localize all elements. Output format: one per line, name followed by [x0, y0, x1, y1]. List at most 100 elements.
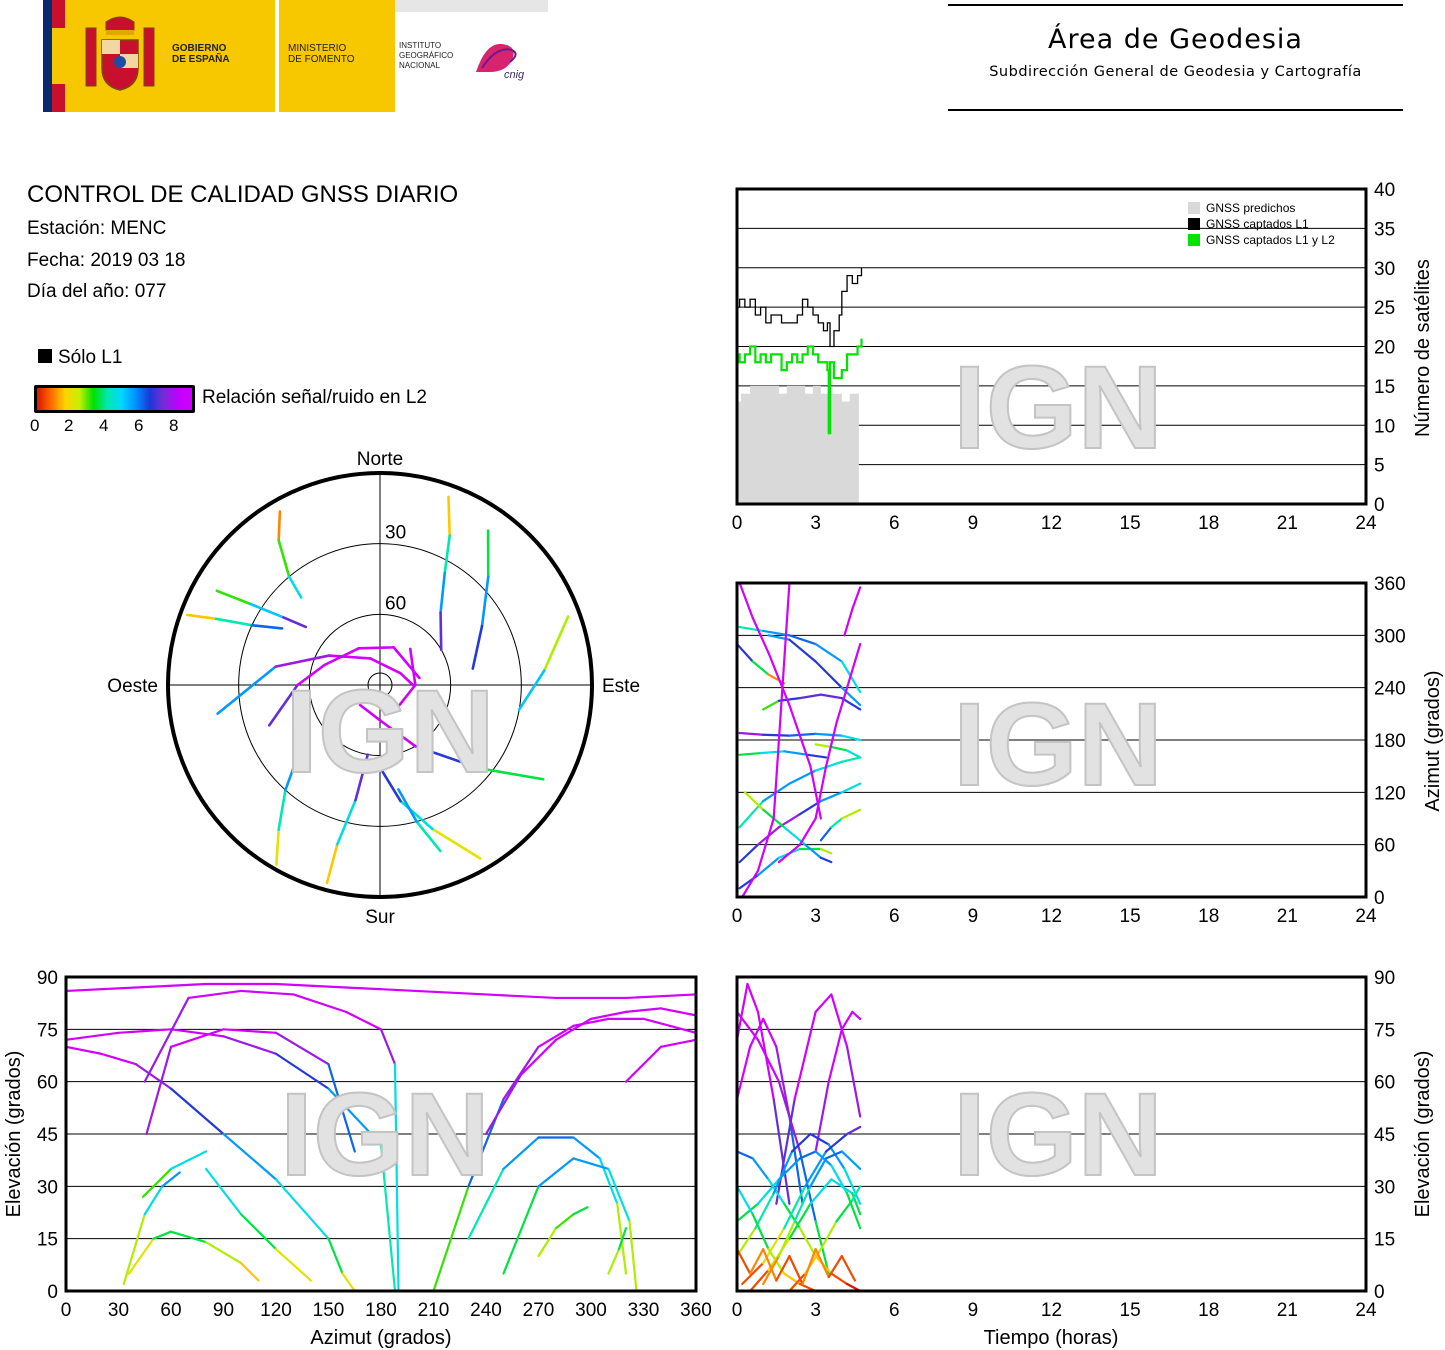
- elevation-track-seg: [122, 1213, 146, 1286]
- elevation-track-seg: [344, 1010, 383, 1031]
- elevation-time-track-seg: [741, 1261, 765, 1286]
- azimuth-time-chart: 0 60 120 180 240 300 360 0 3 6 9 12 15 18 21 24 Azimut (…: [732, 574, 1444, 927]
- elevation-time-track-seg: [801, 1248, 817, 1286]
- sky-track-seg: [369, 657, 402, 675]
- sky-track-seg: [284, 751, 301, 792]
- elevation-track-seg: [64, 1045, 103, 1055]
- elevation-track-seg: [554, 1213, 575, 1230]
- azimuth-track-seg: [819, 693, 843, 700]
- y-tick-label: 45: [37, 1125, 58, 1146]
- sky-track-seg: [268, 683, 299, 727]
- azimuth-track-seg: [798, 693, 822, 700]
- ring-label-60: 60: [385, 593, 406, 614]
- elevation-track-seg: [572, 1136, 601, 1160]
- elevation-track-seg: [537, 1227, 558, 1258]
- azimuth-track-seg: [814, 732, 843, 737]
- x-tick-label: 360: [680, 1300, 712, 1321]
- elevation-track-seg: [143, 1185, 164, 1216]
- elevation-track-seg: [642, 1017, 698, 1034]
- elevation-time-track-seg: [746, 982, 760, 1013]
- legend-entry: GNSS predichos: [1206, 201, 1295, 215]
- elevation-time-track-seg: [845, 1045, 862, 1118]
- elevation-track-seg: [628, 1220, 638, 1293]
- azimuth-track-seg: [756, 817, 775, 872]
- elevation-time-track-seg: [767, 1178, 786, 1205]
- elevation-time-track-seg: [814, 1248, 830, 1279]
- azimuth-track-seg: [840, 782, 862, 794]
- elevation-track-seg: [169, 1150, 208, 1170]
- sky-track-seg: [250, 623, 284, 630]
- l1l2-count-line: [737, 338, 863, 435]
- azimuth-track-seg: [762, 733, 791, 737]
- x-tick-label: 9: [968, 906, 979, 927]
- sky-track-seg: [439, 611, 443, 651]
- predicted-area: [737, 385, 859, 504]
- azimuth-track-seg: [738, 581, 754, 619]
- sky-track-seg: [216, 665, 277, 715]
- elevation-track-seg: [239, 1213, 278, 1251]
- elevation-time-track-seg: [814, 993, 833, 1013]
- sky-track-seg: [431, 827, 482, 860]
- elevation-time-track-seg: [851, 1010, 862, 1020]
- azimuth-track-seg: [806, 753, 828, 759]
- elevation-time-track-seg: [830, 993, 849, 1048]
- x-tick-label: 240: [470, 1300, 502, 1321]
- elevation-time-track-seg: [751, 1157, 770, 1181]
- azimuth-track-seg: [738, 751, 762, 756]
- y-tick-label: 45: [1374, 1125, 1395, 1146]
- elevation-time-track-seg: [809, 1157, 828, 1188]
- ministerio-label: MINISTERIO DE FOMENTO: [288, 43, 355, 65]
- sky-track-seg: [214, 617, 254, 627]
- x-tick-label: 12: [1041, 906, 1062, 927]
- azimuth-track-seg: [751, 616, 770, 654]
- doy-label: Día del año: 077: [27, 281, 167, 302]
- elevation-track-seg: [327, 1087, 383, 1146]
- elevation-time-track-seg: [756, 1178, 781, 1205]
- x-tick-label: 3: [810, 513, 821, 534]
- elevation-time-track-seg: [809, 1132, 830, 1146]
- elevation-time-track-seg: [790, 1132, 812, 1153]
- elevation-track-seg: [274, 982, 348, 989]
- elevation-track-seg: [617, 1227, 628, 1251]
- elevation-track-seg: [572, 1206, 589, 1216]
- azimuth-track-seg: [743, 791, 765, 811]
- y-tick-label: 35: [1374, 219, 1395, 240]
- sky-track-seg: [415, 820, 442, 853]
- y-tick-label: 360: [1374, 574, 1406, 595]
- elevation-time-track-seg: [835, 1199, 854, 1223]
- elevation-time-track-seg: [827, 1143, 846, 1170]
- y-axis-label: Azimut (grados): [1422, 670, 1444, 811]
- azimuth-track-seg: [840, 734, 862, 742]
- elevation-track-seg: [659, 1007, 698, 1017]
- elevation-time-track-seg: [749, 1248, 765, 1275]
- azimuth-track-seg: [762, 699, 781, 711]
- gobierno-panel: [65, 0, 275, 112]
- elevation-time-track-seg: [751, 1213, 770, 1251]
- elevation-track-seg: [134, 982, 208, 989]
- x-tick-label: 18: [1198, 1300, 1219, 1321]
- elevation-time-track-seg: [735, 1010, 760, 1041]
- y-tick-label: 0: [1374, 495, 1385, 516]
- elevation-time-track-seg: [756, 1038, 781, 1083]
- x-tick-label: 24: [1355, 906, 1377, 927]
- elevation-track-seg: [152, 1230, 173, 1240]
- skyplot-chart: Norte Sur Este Oeste 30 60: [107, 449, 640, 928]
- azimuth-track-seg: [840, 756, 862, 763]
- azimuth-track-seg: [788, 704, 812, 768]
- azimuth-track-seg: [840, 808, 862, 820]
- y-tick-label: 60: [37, 1073, 58, 1094]
- y-tick-label: 15: [1374, 1230, 1395, 1251]
- sky-track-seg: [277, 788, 287, 832]
- elevation-time-track-seg: [754, 1192, 775, 1230]
- azimuth-track-seg: [798, 817, 817, 846]
- elevation-track-seg: [659, 1038, 698, 1048]
- y-tick-label: 0: [1374, 1282, 1385, 1303]
- snr-tick-8: 8: [169, 416, 179, 435]
- sky-track-seg: [399, 799, 434, 831]
- elevation-track-seg: [145, 1045, 173, 1136]
- x-tick-label: 120: [260, 1300, 292, 1321]
- sky-track-seg: [471, 624, 484, 670]
- sky-track-seg: [296, 663, 326, 687]
- plot-frame: [735, 187, 1368, 506]
